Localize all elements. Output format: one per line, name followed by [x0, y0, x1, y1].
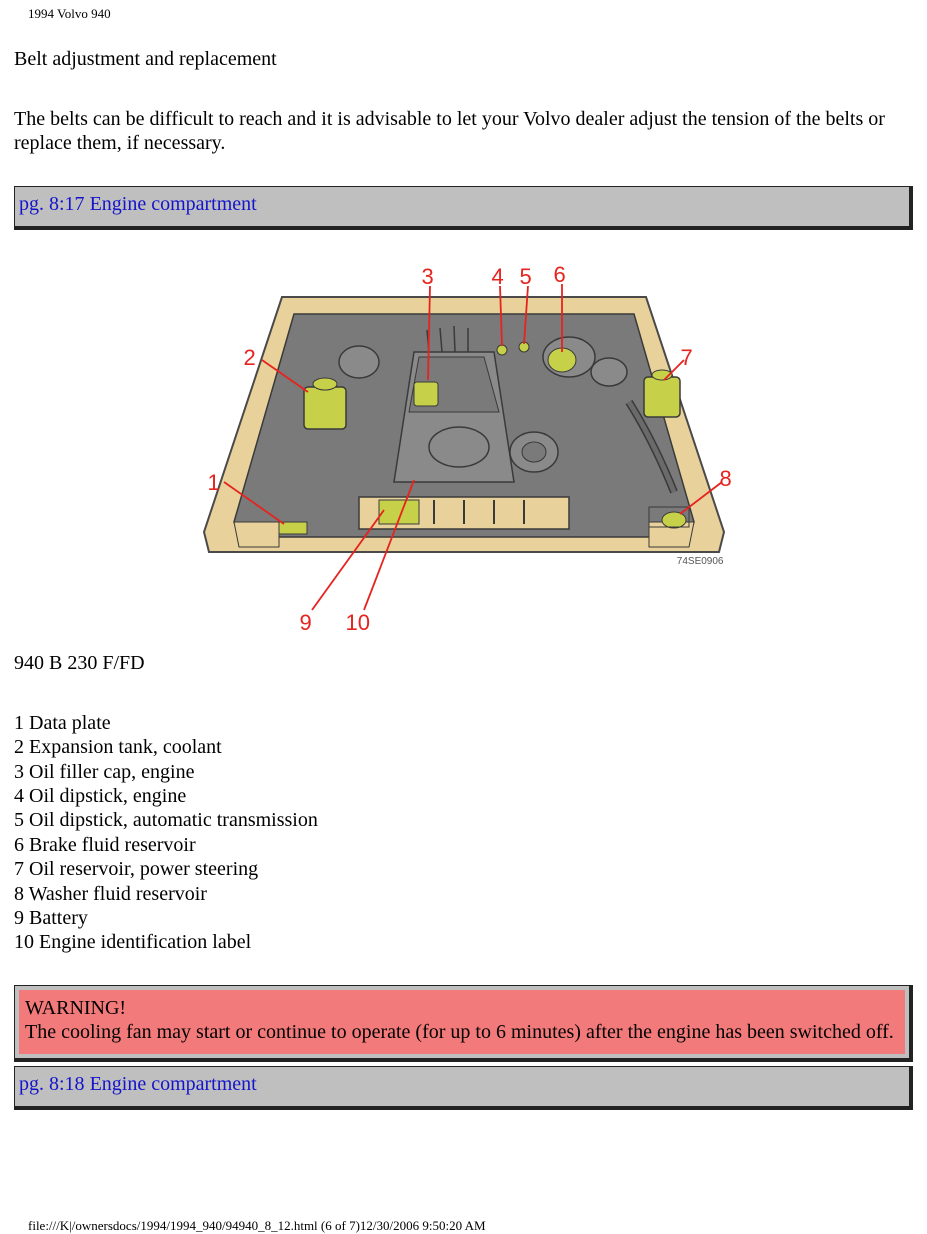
- callout-5: 5: [520, 264, 532, 290]
- legend-item: 5 Oil dipstick, automatic transmission: [14, 808, 913, 832]
- callout-6: 6: [554, 262, 566, 288]
- page-bar-817: pg. 8:17 Engine compartment: [14, 186, 913, 230]
- callout-1: 1: [208, 470, 220, 496]
- parts-legend: 1 Data plate 2 Expansion tank, coolant 3…: [14, 711, 913, 955]
- model-designation: 940 B 230 F/FD: [14, 652, 913, 675]
- intro-paragraph: The belts can be difficult to reach and …: [14, 107, 913, 156]
- warning-title: WARNING!: [25, 996, 899, 1020]
- callout-3: 3: [422, 264, 434, 290]
- page-ref-title: Engine compartment: [85, 1073, 257, 1095]
- page-ref-prefix: pg. 8:17: [19, 193, 85, 215]
- warning-body: The cooling fan may start or continue to…: [25, 1020, 899, 1044]
- legend-item: 7 Oil reservoir, power steering: [14, 857, 913, 881]
- section-heading: Belt adjustment and replacement: [14, 48, 913, 71]
- callout-9: 9: [300, 610, 312, 636]
- legend-item: 10 Engine identification label: [14, 930, 913, 954]
- callout-4: 4: [492, 264, 504, 290]
- callout-2: 2: [244, 345, 256, 371]
- legend-item: 1 Data plate: [14, 711, 913, 735]
- callout-7: 7: [681, 345, 693, 371]
- legend-item: 4 Oil dipstick, engine: [14, 784, 913, 808]
- page-ref-title: Engine compartment: [85, 193, 257, 215]
- doc-header: 1994 Volvo 940: [0, 0, 927, 22]
- legend-item: 3 Oil filler cap, engine: [14, 760, 913, 784]
- legend-item: 2 Expansion tank, coolant: [14, 735, 913, 759]
- legend-item: 9 Battery: [14, 906, 913, 930]
- diagram-ref-code: 74SE0906: [677, 556, 724, 567]
- page-ref-prefix: pg. 8:18: [19, 1073, 85, 1095]
- warning-box: WARNING! The cooling fan may start or co…: [14, 985, 913, 1063]
- page-bar-818: pg. 8:18 Engine compartment: [14, 1066, 913, 1110]
- footer-file-path: file:///K|/ownersdocs/1994/1994_940/9494…: [28, 1218, 927, 1234]
- legend-item: 6 Brake fluid reservoir: [14, 833, 913, 857]
- engine-compartment-diagram: 1 2 3 4 5 6 7 8 9 10 74SE0906: [184, 252, 744, 632]
- callout-10: 10: [346, 610, 370, 636]
- legend-item: 8 Washer fluid reservoir: [14, 882, 913, 906]
- page-ref-link[interactable]: pg. 8:17 Engine compartment: [19, 193, 257, 215]
- callout-8: 8: [720, 466, 732, 492]
- page-ref-link[interactable]: pg. 8:18 Engine compartment: [19, 1073, 257, 1095]
